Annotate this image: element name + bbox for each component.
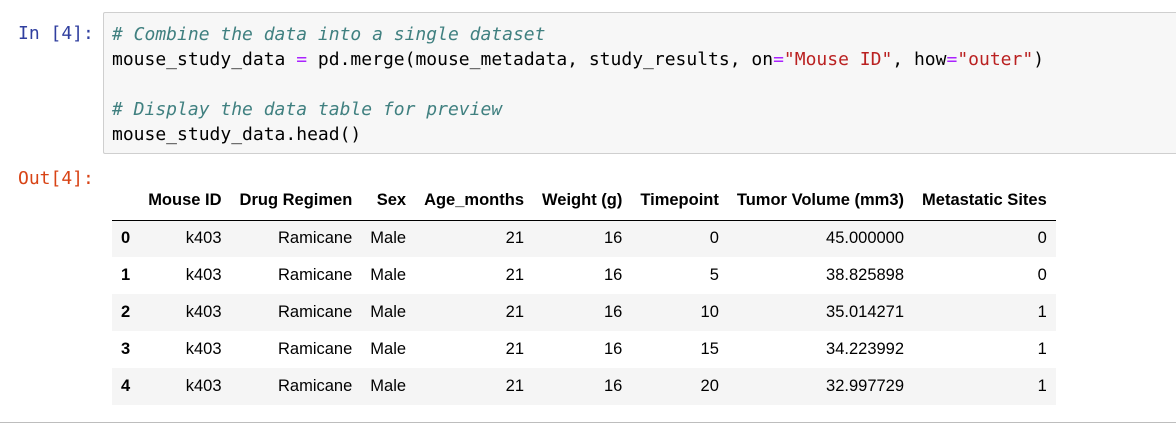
column-header-drug-regimen: Drug Regimen bbox=[230, 182, 362, 221]
input-prompt: In [4]: bbox=[18, 23, 94, 44]
code-text: , how bbox=[892, 49, 947, 70]
cell-metastatic-sites: 0 bbox=[1037, 266, 1047, 284]
cell-metastatic-sites: 1 bbox=[1037, 340, 1047, 358]
cell-age-months: 21 bbox=[505, 340, 524, 358]
cell-mouse-id: k403 bbox=[185, 266, 222, 284]
column-header-mouse-id: Mouse ID bbox=[139, 182, 231, 221]
column-header-age-months: Age_months bbox=[415, 182, 533, 221]
cell-mouse-id: k403 bbox=[185, 377, 222, 395]
cell-sex: Male bbox=[370, 229, 407, 248]
table-row: 4 k403 Ramicane Male 21 16 20 32.997729 … bbox=[112, 368, 1056, 405]
cell-weight: 16 bbox=[603, 229, 623, 248]
table-header-row: Mouse ID Drug Regimen Sex Age_months Wei… bbox=[112, 182, 1056, 221]
cell-metastatic-sites: 1 bbox=[1037, 303, 1047, 321]
cell-tumor-volume: 45.000000 bbox=[826, 229, 905, 248]
column-header-timepoint: Timepoint bbox=[631, 182, 728, 221]
code-line-head: mouse_study_data.head() bbox=[112, 124, 362, 145]
code-call: pd.merge(mouse_metadata, study_results, … bbox=[317, 49, 774, 70]
code-operator: = bbox=[946, 49, 958, 70]
cell-tumor-volume: 32.997729 bbox=[826, 377, 905, 395]
cell-timepoint: 10 bbox=[700, 303, 719, 321]
cell-drug-regimen: Ramicane bbox=[278, 229, 353, 248]
cell-weight: 16 bbox=[603, 266, 623, 284]
dataframe-table: Mouse ID Drug Regimen Sex Age_months Wei… bbox=[112, 182, 1056, 405]
table-row: 1 k403 Ramicane Male 21 16 5 38.825898 0 bbox=[112, 257, 1056, 294]
code-variable: mouse_study_data bbox=[112, 49, 286, 70]
cell-tumor-volume: 38.825898 bbox=[826, 266, 905, 284]
row-index: 1 bbox=[121, 266, 131, 284]
cell-metastatic-sites: 0 bbox=[1037, 229, 1047, 248]
cell-divider bbox=[0, 422, 1176, 423]
column-header-sex: Sex bbox=[361, 182, 416, 221]
row-index: 2 bbox=[121, 303, 131, 321]
table-row: 2 k403 Ramicane Male 21 16 10 35.014271 … bbox=[112, 294, 1056, 331]
column-header-weight: Weight (g) bbox=[533, 182, 632, 221]
code-operator: = bbox=[296, 49, 308, 70]
cell-timepoint: 20 bbox=[700, 377, 719, 395]
cell-tumor-volume: 34.223992 bbox=[826, 340, 905, 358]
column-header-metastatic-sites: Metastatic Sites bbox=[913, 182, 1056, 221]
code-text: ) bbox=[1033, 49, 1045, 70]
cell-mouse-id: k403 bbox=[185, 229, 222, 248]
row-index: 4 bbox=[121, 377, 131, 395]
cell-age-months: 21 bbox=[505, 303, 524, 321]
cell-weight: 16 bbox=[603, 340, 623, 358]
cell-mouse-id: k403 bbox=[185, 340, 222, 358]
code-line-comment-combine: # Combine the data into a single dataset bbox=[112, 24, 546, 45]
code-operator: = bbox=[773, 49, 784, 70]
cell-tumor-volume: 35.014271 bbox=[826, 303, 905, 321]
row-index: 0 bbox=[121, 229, 131, 248]
code-blank-line bbox=[112, 72, 1044, 97]
cell-mouse-id: k403 bbox=[185, 303, 222, 321]
code-input-area[interactable]: # Combine the data into a single dataset… bbox=[103, 12, 1176, 154]
column-header-index bbox=[112, 182, 140, 221]
code-line-merge: mouse_study_data = pd.merge(mouse_metada… bbox=[112, 47, 1044, 72]
cell-drug-regimen: Ramicane bbox=[278, 303, 353, 321]
cell-weight: 16 bbox=[603, 377, 623, 395]
cell-age-months: 21 bbox=[505, 377, 524, 395]
table-row: 0 k403 Ramicane Male 21 16 0 45.000000 0 bbox=[112, 220, 1056, 257]
code-string: "Mouse ID" bbox=[783, 49, 893, 70]
cell-metastatic-sites: 1 bbox=[1037, 377, 1047, 395]
cell-sex: Male bbox=[370, 377, 407, 395]
column-header-tumor-volume: Tumor Volume (mm3) bbox=[727, 182, 914, 221]
cell-drug-regimen: Ramicane bbox=[278, 340, 353, 358]
row-index: 3 bbox=[121, 340, 131, 358]
output-prompt: Out[4]: bbox=[18, 168, 94, 189]
code-string: "outer" bbox=[957, 49, 1034, 70]
cell-timepoint: 0 bbox=[709, 229, 719, 248]
cell-sex: Male bbox=[370, 303, 407, 321]
output-area: Mouse ID Drug Regimen Sex Age_months Wei… bbox=[112, 182, 1056, 405]
cell-age-months: 21 bbox=[505, 266, 524, 284]
code-line-comment-display: # Display the data table for preview bbox=[112, 99, 503, 120]
cell-timepoint: 15 bbox=[700, 340, 719, 358]
cell-sex: Male bbox=[370, 340, 407, 358]
cell-timepoint: 5 bbox=[709, 266, 719, 284]
cell-drug-regimen: Ramicane bbox=[278, 266, 353, 284]
cell-weight: 16 bbox=[603, 303, 623, 321]
cell-age-months: 21 bbox=[505, 229, 524, 248]
code-editor[interactable]: # Combine the data into a single dataset… bbox=[112, 22, 1044, 147]
table-row: 3 k403 Ramicane Male 21 16 15 34.223992 … bbox=[112, 331, 1056, 368]
cell-sex: Male bbox=[370, 266, 407, 284]
cell-drug-regimen: Ramicane bbox=[278, 377, 353, 395]
